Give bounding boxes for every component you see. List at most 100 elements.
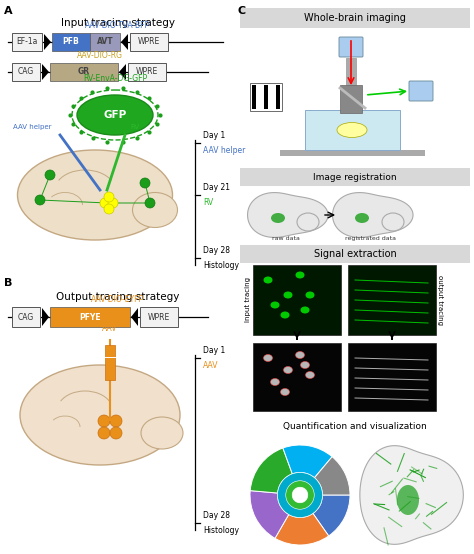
FancyBboxPatch shape bbox=[348, 343, 436, 411]
Ellipse shape bbox=[306, 372, 315, 378]
FancyBboxPatch shape bbox=[346, 58, 356, 88]
Text: AAV: AAV bbox=[102, 324, 118, 333]
Circle shape bbox=[104, 204, 114, 214]
Circle shape bbox=[110, 427, 122, 439]
Ellipse shape bbox=[18, 150, 173, 240]
Polygon shape bbox=[119, 64, 126, 80]
Circle shape bbox=[98, 415, 110, 427]
Text: output tracing: output tracing bbox=[437, 275, 443, 325]
Circle shape bbox=[100, 198, 110, 208]
Polygon shape bbox=[247, 193, 328, 238]
Text: AAV helper: AAV helper bbox=[13, 124, 52, 130]
FancyBboxPatch shape bbox=[253, 265, 341, 335]
Polygon shape bbox=[333, 193, 413, 238]
Text: A: A bbox=[4, 6, 13, 16]
Text: Histology: Histology bbox=[203, 261, 239, 270]
Text: Whole-brain imaging: Whole-brain imaging bbox=[304, 13, 406, 23]
Text: PFB: PFB bbox=[63, 38, 79, 47]
FancyBboxPatch shape bbox=[50, 63, 118, 81]
FancyBboxPatch shape bbox=[258, 85, 262, 109]
Ellipse shape bbox=[355, 213, 369, 223]
Text: raw data: raw data bbox=[272, 236, 300, 241]
Ellipse shape bbox=[397, 485, 419, 515]
Circle shape bbox=[98, 427, 110, 439]
FancyBboxPatch shape bbox=[240, 245, 470, 263]
Text: Day 1: Day 1 bbox=[203, 131, 225, 140]
Ellipse shape bbox=[297, 213, 319, 231]
Text: Input tracing: Input tracing bbox=[245, 278, 251, 322]
Ellipse shape bbox=[281, 388, 290, 396]
FancyBboxPatch shape bbox=[140, 307, 178, 327]
FancyBboxPatch shape bbox=[252, 85, 256, 109]
Ellipse shape bbox=[77, 95, 153, 135]
FancyBboxPatch shape bbox=[348, 265, 436, 335]
Polygon shape bbox=[121, 34, 128, 50]
Text: C: C bbox=[238, 6, 246, 16]
Text: Histology: Histology bbox=[203, 526, 239, 535]
Wedge shape bbox=[250, 491, 289, 538]
Text: GR: GR bbox=[78, 68, 90, 76]
Circle shape bbox=[35, 195, 45, 205]
Ellipse shape bbox=[295, 271, 304, 279]
Ellipse shape bbox=[271, 378, 280, 386]
Text: RV-EnvA-DG-GFP: RV-EnvA-DG-GFP bbox=[83, 74, 147, 83]
FancyBboxPatch shape bbox=[90, 33, 120, 51]
Wedge shape bbox=[314, 456, 350, 495]
FancyBboxPatch shape bbox=[276, 85, 280, 109]
FancyBboxPatch shape bbox=[240, 8, 470, 28]
FancyBboxPatch shape bbox=[12, 63, 40, 81]
FancyBboxPatch shape bbox=[409, 81, 433, 101]
Text: Day 28: Day 28 bbox=[203, 511, 230, 520]
Polygon shape bbox=[360, 445, 464, 545]
Text: AVT: AVT bbox=[97, 38, 113, 47]
Circle shape bbox=[104, 192, 114, 202]
Ellipse shape bbox=[271, 213, 285, 223]
Ellipse shape bbox=[264, 355, 273, 362]
Text: EF-1a: EF-1a bbox=[16, 38, 38, 47]
Text: WPRE: WPRE bbox=[136, 68, 158, 76]
Circle shape bbox=[45, 170, 55, 180]
Text: AAV helper: AAV helper bbox=[203, 146, 246, 155]
Wedge shape bbox=[286, 481, 314, 509]
Text: Image registration: Image registration bbox=[313, 172, 397, 182]
Text: B: B bbox=[4, 278, 12, 288]
FancyBboxPatch shape bbox=[340, 85, 362, 113]
Text: Input tracing strategy: Input tracing strategy bbox=[61, 18, 175, 28]
Wedge shape bbox=[283, 445, 332, 478]
FancyBboxPatch shape bbox=[130, 33, 168, 51]
FancyBboxPatch shape bbox=[128, 63, 166, 81]
FancyBboxPatch shape bbox=[52, 33, 90, 51]
Ellipse shape bbox=[337, 122, 367, 137]
Ellipse shape bbox=[281, 311, 290, 319]
Circle shape bbox=[140, 178, 150, 188]
FancyBboxPatch shape bbox=[305, 110, 400, 150]
Text: Output tracing strategy: Output tracing strategy bbox=[56, 292, 180, 302]
Text: RV: RV bbox=[130, 124, 139, 130]
Text: PFYE: PFYE bbox=[79, 312, 101, 321]
Text: CAG: CAG bbox=[18, 312, 34, 321]
FancyBboxPatch shape bbox=[12, 33, 42, 51]
Text: registrated data: registrated data bbox=[346, 236, 396, 241]
Wedge shape bbox=[277, 473, 322, 517]
FancyBboxPatch shape bbox=[280, 150, 425, 156]
Wedge shape bbox=[250, 448, 292, 493]
Text: WPRE: WPRE bbox=[148, 312, 170, 321]
FancyBboxPatch shape bbox=[105, 345, 115, 380]
FancyBboxPatch shape bbox=[50, 307, 130, 327]
Ellipse shape bbox=[271, 301, 280, 309]
Polygon shape bbox=[42, 64, 49, 80]
Wedge shape bbox=[313, 495, 350, 536]
FancyBboxPatch shape bbox=[253, 343, 341, 411]
Ellipse shape bbox=[301, 306, 310, 314]
FancyBboxPatch shape bbox=[240, 168, 470, 186]
Polygon shape bbox=[131, 308, 138, 326]
Circle shape bbox=[145, 198, 155, 208]
Ellipse shape bbox=[283, 291, 292, 299]
Ellipse shape bbox=[382, 213, 404, 231]
Text: AAV: AAV bbox=[203, 361, 219, 370]
Text: CAG: CAG bbox=[18, 68, 34, 76]
Circle shape bbox=[110, 415, 122, 427]
FancyBboxPatch shape bbox=[270, 85, 274, 109]
Text: AAV-DIO-RG: AAV-DIO-RG bbox=[77, 51, 123, 60]
Circle shape bbox=[108, 198, 118, 208]
